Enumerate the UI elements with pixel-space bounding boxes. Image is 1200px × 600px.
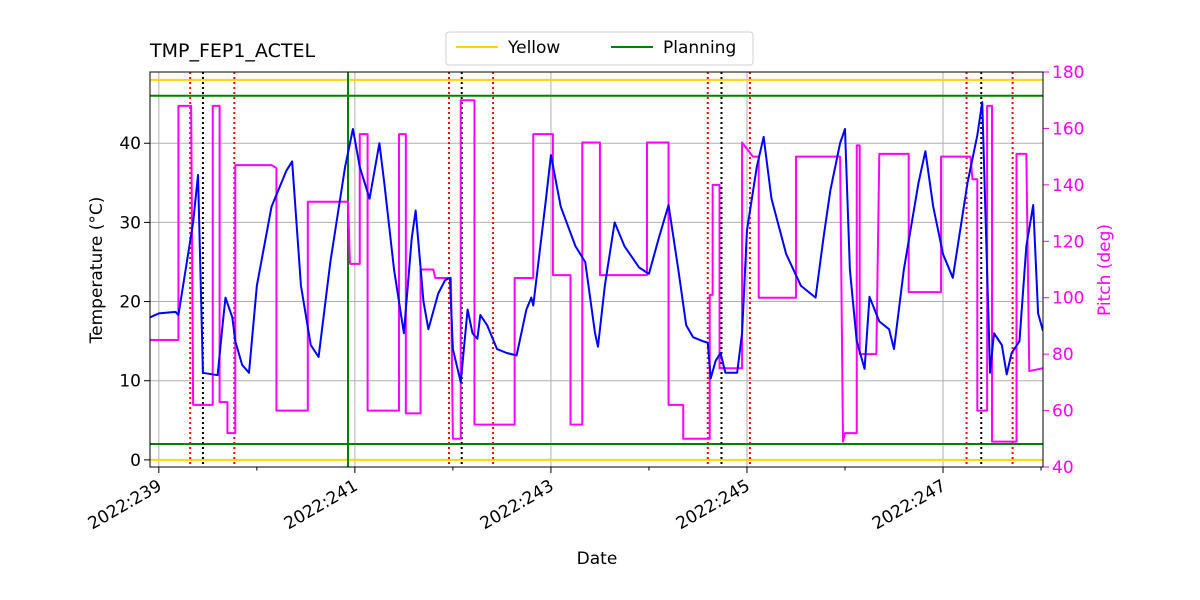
x-axis-label: Date <box>577 549 618 569</box>
y2-axis-label: Pitch (deg) <box>1095 224 1115 316</box>
y-tick-label: 0 <box>130 451 141 471</box>
y2-tick-label: 140 <box>1052 176 1084 196</box>
legend-box <box>445 31 754 66</box>
plot-frame <box>149 71 1044 468</box>
x-tick-label: 2022:247 <box>869 476 950 534</box>
y2-tick-label: 40 <box>1052 458 1074 478</box>
x-tick-label: 2022:245 <box>673 476 754 534</box>
legend-label: Yellow <box>507 38 560 58</box>
legend-label: Planning <box>663 38 736 58</box>
y-tick-label: 10 <box>119 372 141 392</box>
y-tick-label: 40 <box>119 134 141 154</box>
y-tick-label: 30 <box>119 213 141 233</box>
y2-tick-label: 160 <box>1052 119 1084 139</box>
x-tick-label: 2022:239 <box>85 476 166 534</box>
x-tick-label: 2022:243 <box>477 476 558 534</box>
plot-area <box>150 72 1043 467</box>
series-line <box>150 101 1043 384</box>
y2-tick-label: 120 <box>1052 232 1084 252</box>
y-axis-label: Temperature (°C) <box>87 197 107 345</box>
y-tick-label: 20 <box>119 293 141 313</box>
y2-tick-label: 180 <box>1052 63 1084 83</box>
x-tick-label: 2022:241 <box>281 476 362 534</box>
y2-tick-label: 100 <box>1052 289 1084 309</box>
chart-title: TMP_FEP1_ACTEL <box>149 40 315 62</box>
y2-tick-label: 80 <box>1052 345 1074 365</box>
series-line <box>150 99 1043 443</box>
y2-tick-label: 60 <box>1052 402 1074 422</box>
